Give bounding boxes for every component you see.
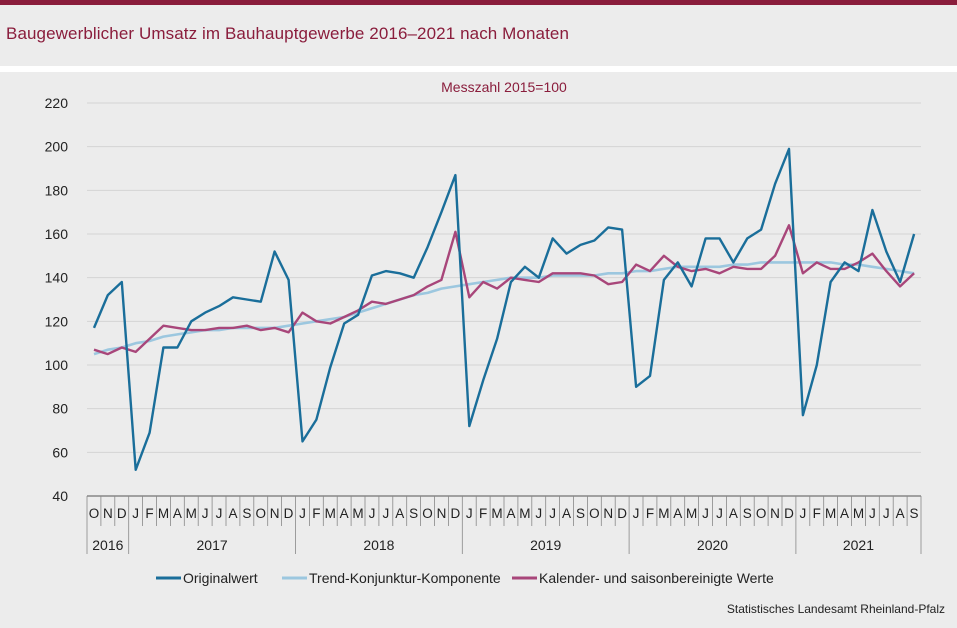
month-label: J [382,506,389,521]
month-label: S [242,506,251,521]
month-label: M [352,506,363,521]
month-label: J [132,506,139,521]
month-label: O [756,506,767,521]
month-label: O [255,506,266,521]
y-tick-label: 160 [45,226,69,242]
month-label: O [422,506,433,521]
gridlines [87,102,921,453]
series-line-2 [93,224,915,356]
month-label: S [910,506,919,521]
month-label: M [519,506,530,521]
month-label: D [784,506,794,521]
year-label: 2017 [197,537,228,553]
month-label: D [284,506,294,521]
month-label: S [743,506,752,521]
month-label: N [437,506,447,521]
legend-label: Originalwert [183,570,258,586]
y-tick-label: 100 [45,357,69,373]
month-label: A [896,506,905,521]
year-label: 2016 [92,537,123,553]
legend: Originalwert Trend-Konjunktur-Komponente K… [156,570,774,586]
month-label: A [173,506,182,521]
month-label: A [729,506,738,521]
y-tick-label: 220 [45,95,69,111]
source-note: Statistisches Landesamt Rheinland-Pfalz [726,602,945,616]
month-label: N [103,506,113,521]
month-label: J [216,506,223,521]
month-label: F [145,506,153,521]
month-label: M [853,506,864,521]
series-lines [92,147,916,471]
month-label: O [589,506,600,521]
month-label: M [158,506,169,521]
year-label: 2020 [697,537,728,553]
chart-subtitle: Messzahl 2015=100 [441,79,567,95]
month-label: J [299,506,306,521]
month-label: J [202,506,209,521]
month-label: M [658,506,669,521]
chart-title: Baugewerblicher Umsatz im Bauhauptgewerb… [6,24,570,43]
month-label: A [562,506,571,521]
month-label: O [89,506,100,521]
y-tick-label: 200 [45,139,69,155]
month-label: M [186,506,197,521]
month-label: J [633,506,640,521]
year-label: 2018 [363,537,394,553]
y-tick-label: 120 [45,313,69,329]
month-label: M [686,506,697,521]
header-separator [0,66,957,72]
legend-label: Kalender- und saisonbereinigte Werte [539,570,774,586]
month-label: S [409,506,418,521]
top-rule [0,0,957,5]
month-label: J [535,506,542,521]
month-label: A [840,506,849,521]
y-axis: 40 60 80 100 120 140 160 180 200 220 [45,95,69,504]
month-label: F [312,506,320,521]
month-label: J [369,506,376,521]
month-label: D [117,506,127,521]
year-label: 2021 [843,537,874,553]
month-label: J [702,506,709,521]
y-tick-label: 80 [52,401,68,417]
month-label: D [617,506,627,521]
month-label: J [869,506,876,521]
month-label: M [825,506,836,521]
year-label: 2019 [530,537,561,553]
y-tick-label: 60 [52,444,68,460]
y-tick-label: 140 [45,270,69,286]
month-label: F [646,506,654,521]
month-label: N [603,506,613,521]
month-label: A [395,506,404,521]
month-label: N [770,506,780,521]
month-label: A [673,506,682,521]
month-label: M [491,506,502,521]
series-line-0 [92,147,916,471]
month-label: F [479,506,487,521]
month-label: J [799,506,806,521]
month-label: A [506,506,515,521]
month-label: J [716,506,723,521]
month-label: A [228,506,237,521]
month-label: J [466,506,473,521]
month-label: J [549,506,556,521]
month-label: M [325,506,336,521]
month-label: A [340,506,349,521]
month-label: J [883,506,890,521]
month-label: D [450,506,460,521]
legend-label: Trend-Konjunktur-Komponente [309,570,501,586]
month-label: S [576,506,585,521]
month-label: F [813,506,821,521]
y-tick-label: 180 [45,182,69,198]
y-tick-label: 40 [52,488,68,504]
month-label: N [270,506,280,521]
